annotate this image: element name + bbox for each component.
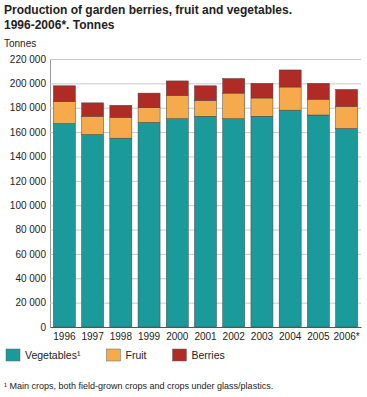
x-tick: 2001 (194, 327, 217, 342)
bar (110, 105, 132, 117)
x-tick-label: 2004 (279, 331, 302, 342)
bar (194, 116, 216, 327)
y-tick-label: 120 000 (10, 176, 47, 187)
bar (223, 93, 245, 119)
footnote: ¹ Main crops, both field-grown crops and… (4, 381, 273, 391)
x-tick-label: 1999 (138, 331, 161, 342)
bar (82, 103, 104, 116)
bar (82, 135, 104, 327)
y-tick-label: 140 000 (10, 151, 47, 162)
plot: 0 20 000 40 000 60 000 80 000 100 000 120 000 1… (10, 54, 362, 342)
y-tick-label: 100 000 (10, 200, 47, 211)
y-tick-label: 200 000 (10, 78, 47, 89)
x-tick: 1999 (138, 327, 161, 342)
chart: Production of garden berries, fruit and … (0, 0, 367, 397)
bar (194, 86, 216, 101)
y-tick-label: 40 000 (15, 273, 46, 284)
y-axis-line (51, 60, 362, 328)
x-tick-label: 2002 (223, 331, 246, 342)
y-tick-label: 160 000 (10, 127, 47, 138)
bar (138, 93, 160, 108)
x-tick-label: 2006* (334, 331, 360, 342)
legend-label: Fruit (125, 349, 146, 361)
x-tick: 2006* (334, 327, 360, 342)
legend: Vegetables¹ Fruit Berries (6, 349, 225, 361)
x-tick: 2005 (307, 327, 330, 342)
bar (279, 110, 301, 327)
legend-label: Berries (191, 349, 224, 361)
series (53, 70, 357, 118)
bar (336, 128, 358, 327)
x-tick: 1996 (53, 327, 76, 342)
bar (307, 83, 329, 99)
legend-swatch (6, 349, 20, 361)
bar (279, 70, 301, 87)
y-tick: 220 000 (10, 54, 361, 65)
y-axis-label: Tonnes (4, 38, 36, 49)
bar (223, 78, 245, 93)
x-tick-label: 1998 (110, 331, 133, 342)
y-axis: 0 20 000 40 000 60 000 80 000 100 000 120 000 1… (10, 54, 361, 333)
subtitle: 1996-2006*. Tonnes (4, 18, 115, 32)
x-tick: 2004 (279, 327, 302, 342)
y-tick-label: 0 (40, 322, 46, 333)
bar (138, 122, 160, 327)
legend-item: Fruit (106, 349, 146, 361)
bar (251, 98, 273, 116)
grid-line (50, 59, 361, 60)
y-tick-label: 220 000 (10, 54, 47, 65)
series (53, 110, 357, 327)
bar (110, 117, 132, 138)
bar (166, 96, 188, 119)
x-tick-label: 2003 (251, 331, 274, 342)
x-tick-label: 1997 (81, 331, 104, 342)
y-tick-label: 60 000 (15, 249, 46, 260)
y-tick-label: 180 000 (10, 102, 47, 113)
x-axis: 1996 1997 1998 1999 2000 2001 2002 2003 2004 2005… (51, 327, 362, 342)
bar (279, 87, 301, 110)
x-tick: 2003 (251, 327, 274, 342)
x-tick-label: 2005 (307, 331, 330, 342)
x-tick: 1997 (81, 327, 104, 342)
bar (166, 81, 188, 96)
bar (53, 102, 75, 124)
x-tick: 1998 (110, 327, 133, 342)
y-tick-label: 80 000 (15, 224, 46, 235)
bar (307, 115, 329, 327)
legend-item: Berries (172, 349, 224, 361)
bar (223, 119, 245, 327)
bar (336, 89, 358, 106)
bar (53, 124, 75, 327)
bar (110, 138, 132, 327)
bar (336, 107, 358, 129)
bar (251, 83, 273, 98)
bar (194, 100, 216, 116)
legend-swatch (172, 349, 186, 361)
x-tick-label: 2001 (194, 331, 217, 342)
bar (53, 86, 75, 102)
bar (251, 116, 273, 327)
x-tick: 2002 (223, 327, 246, 342)
grid-line (50, 327, 361, 328)
bar (138, 108, 160, 123)
y-tick-label: 20 000 (15, 297, 46, 308)
legend-swatch (106, 349, 120, 361)
legend-label: Vegetables¹ (25, 349, 81, 361)
bar (307, 99, 329, 115)
bar (166, 119, 188, 327)
x-axis-line (51, 327, 362, 328)
bars (53, 70, 357, 327)
x-tick-label: 2000 (166, 331, 189, 342)
legend-item: Vegetables¹ (6, 349, 81, 361)
bar (82, 116, 104, 134)
x-tick: 2000 (166, 327, 189, 342)
title: Production of garden berries, fruit and … (4, 3, 292, 17)
x-tick-label: 1996 (53, 331, 76, 342)
